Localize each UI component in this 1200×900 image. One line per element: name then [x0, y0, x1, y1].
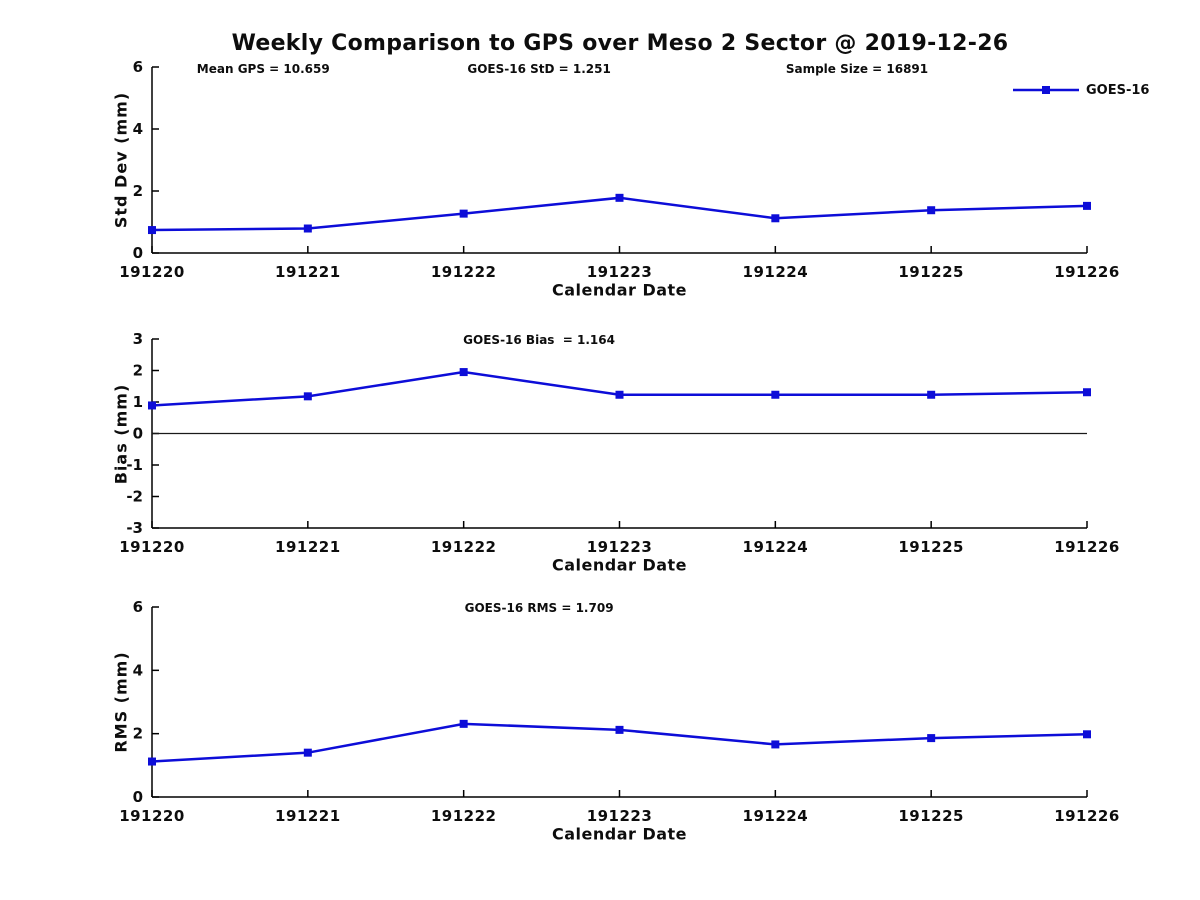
subplot-std-dev: 0 2 4 6 191220 191221 191222 191223 191224 191225… — [119, 58, 1120, 281]
y-tick-label: -1 — [126, 456, 143, 474]
y-axis-label-bias: Bias (mm) — [111, 383, 131, 484]
data-point-marker — [771, 214, 780, 223]
figure-title: Weekly Comparison to GPS over Meso 2 Sec… — [231, 31, 1009, 56]
y-tick-label: 3 — [133, 330, 143, 348]
data-line — [151, 370, 1088, 407]
x-axis-label-rms: Calendar Date — [551, 824, 688, 844]
data-point-marker — [1083, 388, 1091, 397]
plot-annotation: Mean GPS = 10.659 — [196, 62, 330, 76]
data-point-marker — [615, 390, 624, 399]
x-tick-label: 191224 — [743, 807, 809, 825]
x-tick-label: 191221 — [275, 263, 341, 281]
x-tick-label: 191226 — [1054, 807, 1120, 825]
y-tick-label: 6 — [133, 598, 143, 616]
y-tick-label: 4 — [133, 661, 143, 679]
x-tick-label: 191220 — [119, 538, 185, 556]
data-point-marker — [927, 390, 936, 399]
x-tick-label: 191222 — [431, 263, 497, 281]
data-point-marker — [927, 206, 936, 215]
legend: GOES-16 — [1013, 81, 1149, 99]
data-point-marker — [459, 209, 468, 218]
plot-annotation: GOES-16 StD = 1.251 — [467, 62, 611, 76]
x-axis-label-bias: Calendar Date — [551, 555, 688, 575]
data-point-marker — [615, 725, 624, 734]
x-tick-label: 191220 — [119, 807, 185, 825]
x-tick-label: 191222 — [431, 807, 497, 825]
x-tick-label: 191222 — [431, 538, 497, 556]
x-tick-label: 191225 — [898, 538, 964, 556]
y-tick-label: -2 — [126, 488, 143, 506]
y-tick-label: 0 — [133, 425, 143, 443]
legend-line-marker-icon — [1013, 86, 1079, 94]
data-point-marker — [459, 368, 468, 377]
y-tick-label: 0 — [133, 788, 143, 806]
x-tick-label: 191226 — [1054, 538, 1120, 556]
data-point-marker — [303, 748, 312, 757]
x-tick-label: 191223 — [587, 807, 653, 825]
data-point-marker — [303, 224, 312, 233]
y-tick-label: 1 — [133, 393, 143, 411]
data-point-marker — [771, 740, 780, 749]
x-tick-label: 191223 — [587, 538, 653, 556]
plot-annotation: GOES-16 RMS = 1.709 — [464, 601, 614, 615]
subplot-rms: 0 2 4 6 191220 191221 191222 191223 191224 191225… — [119, 598, 1120, 825]
x-tick-label: 191221 — [275, 807, 341, 825]
x-tick-label: 191223 — [587, 263, 653, 281]
data-point-marker — [1083, 201, 1091, 210]
y-tick-label: 0 — [133, 244, 143, 262]
y-axis-label-rms: RMS (mm) — [111, 651, 131, 753]
data-point-marker — [1083, 730, 1091, 739]
plot-annotation: GOES-16 Bias = 1.164 — [463, 333, 615, 347]
y-tick-label: 2 — [133, 182, 143, 200]
legend-label: GOES-16 — [1086, 82, 1150, 98]
x-tick-label: 191224 — [743, 538, 809, 556]
data-point-marker — [927, 734, 936, 743]
x-tick-label: 191224 — [743, 263, 809, 281]
y-tick-label: 2 — [133, 362, 143, 380]
x-tick-label: 191225 — [898, 807, 964, 825]
data-point-marker — [148, 226, 156, 235]
x-tick-label: 191225 — [898, 263, 964, 281]
x-tick-label: 191220 — [119, 263, 185, 281]
x-axis-label-std-dev: Calendar Date — [551, 280, 688, 300]
data-line — [151, 196, 1088, 232]
y-tick-label: 2 — [133, 725, 143, 743]
plot-annotation: Sample Size = 16891 — [785, 62, 929, 76]
data-point-marker — [615, 193, 624, 202]
data-point-marker — [771, 390, 780, 399]
x-tick-label: 191221 — [275, 538, 341, 556]
x-tick-label: 191226 — [1054, 263, 1120, 281]
data-point-marker — [148, 757, 156, 766]
data-point-marker — [303, 392, 312, 401]
data-point-marker — [459, 719, 468, 728]
y-tick-label: 4 — [133, 120, 143, 138]
y-tick-label: -3 — [126, 519, 143, 537]
y-axis-label-std-dev: Std Dev (mm) — [111, 91, 131, 229]
data-point-marker — [148, 401, 156, 410]
y-tick-label: 6 — [133, 58, 143, 76]
